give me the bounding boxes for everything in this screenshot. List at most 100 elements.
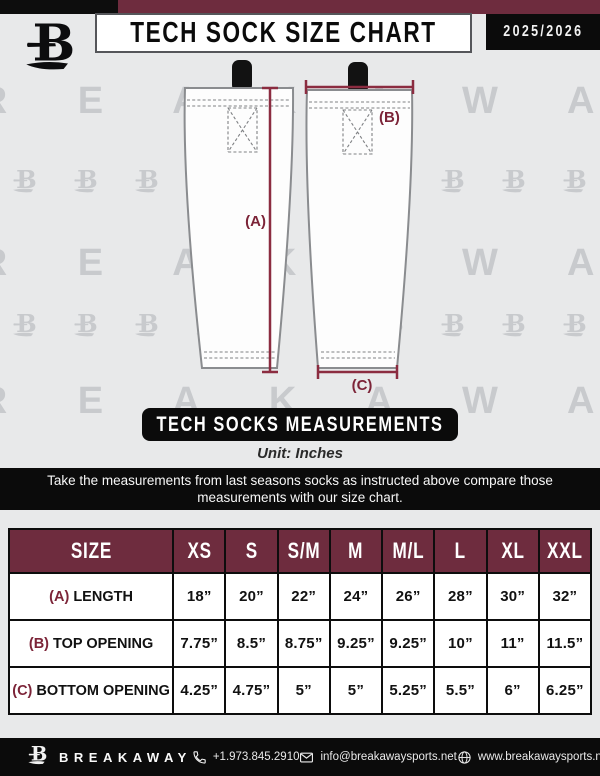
label-a: (A) [245, 213, 266, 230]
measurement-line-c [316, 365, 399, 379]
left-sock-outline [183, 87, 295, 369]
size-value-cell: 26” [381, 572, 436, 621]
header-maroon-strip [105, 0, 600, 14]
size-table-row: (C) BOTTOM OPENING 4.25” 4.75” 5” 5” 5.25” 5.5… [7, 666, 593, 715]
season-badge: 2025/2026 [486, 14, 600, 50]
row-label-text: TOP OPENING [53, 635, 154, 652]
page-title: TECH SOCK SIZE CHART [130, 16, 437, 49]
size-value-cell: 18” [172, 572, 227, 621]
left-sock-tab [232, 60, 252, 92]
size-table: SIZE XS S S/M M M/L L XL XXL (A) LENGTH 18” 20” 22”… [7, 528, 593, 715]
size-value-cell: 5.25” [381, 666, 436, 715]
size-value-cell: 7.75” [172, 619, 227, 668]
measurements-banner-text: TECH SOCKS MEASUREMENTS [156, 412, 444, 436]
footer-bar: B BREAKAWAY +1.973.845.2910 info@breakaw… [0, 738, 600, 776]
column-header-s-m: S/M [276, 528, 331, 574]
instruction-line-1: Take the measurements from last seasons … [47, 473, 553, 488]
instruction-bar: Take the measurements from last seasons … [0, 468, 600, 510]
breakaway-monogram-icon: B [13, 310, 37, 338]
footer-brand: B BREAKAWAY [26, 742, 192, 772]
measurements-banner: TECH SOCKS MEASUREMENTS [142, 408, 458, 441]
column-header-s: S [224, 528, 279, 574]
column-header-xl: XL [485, 528, 540, 574]
size-value-cell: 4.75” [224, 666, 279, 715]
email-address: info@breakawaysports.net [320, 751, 457, 763]
breakaway-monogram-icon: B [74, 166, 98, 194]
row-label-text: BOTTOM OPENING [36, 682, 170, 699]
size-value-cell: 28” [433, 572, 488, 621]
right-sock-outline [305, 89, 414, 369]
breakaway-monogram-icon: B [563, 310, 587, 338]
sock-measurement-diagram: (A) (B) (C) [183, 60, 415, 394]
breakaway-monogram-icon: B [74, 310, 98, 338]
size-value-cell: 8.75” [276, 619, 331, 668]
size-value-cell: 30” [485, 572, 540, 621]
page-title-box: TECH SOCK SIZE CHART [95, 13, 472, 53]
breakaway-monogram-icon: B [440, 166, 464, 194]
column-header-m-l: M/L [381, 528, 436, 574]
footer-brand-text: BREAKAWAY [59, 749, 192, 765]
website-url: www.breakawaysports.net [477, 751, 600, 763]
column-header-xxl: XXL [537, 528, 593, 574]
size-value-cell: 8.5” [224, 619, 279, 668]
measurement-line-b [304, 80, 415, 94]
right-sock-patch [342, 109, 373, 155]
size-value-cell: 9.25” [381, 619, 436, 668]
breakaway-monogram-icon: B [135, 166, 159, 194]
size-value-cell: 11” [485, 619, 540, 668]
row-label: (A) LENGTH [7, 572, 175, 621]
size-value-cell: 10” [433, 619, 488, 668]
label-c: (C) [352, 377, 373, 394]
size-table-header-row: SIZE XS S S/M M M/L L XL XXL [7, 528, 593, 574]
breakaway-monogram-icon: B [28, 742, 47, 765]
breakaway-monogram-icon: B [563, 166, 587, 194]
size-table-row: (A) LENGTH 18” 20” 22” 24” 26” 28” 30” 32” [7, 572, 593, 621]
globe-icon [458, 750, 471, 764]
size-value-cell: 24” [328, 572, 384, 621]
footer-phone: +1.973.845.2910 [192, 750, 300, 765]
size-value-cell: 20” [224, 572, 279, 621]
footer-email: info@breakawaysports.net [299, 750, 457, 765]
email-icon [300, 752, 314, 762]
size-value-cell: 9.25” [328, 619, 384, 668]
watermark-brand-text: B R E A K A W A Y [0, 80, 600, 122]
size-value-cell: 5” [276, 666, 331, 715]
breakaway-monogram-icon: B [26, 14, 75, 73]
size-value-cell: 11.5” [537, 619, 593, 668]
header-black-strip [0, 0, 118, 14]
breakaway-logo: B [20, 14, 82, 77]
size-table-row: (B) TOP OPENING 7.75” 8.5” 8.75” 9.25” 9.25” 1… [7, 619, 593, 668]
watermark-brand-text: B R E A K A W A Y [0, 242, 600, 284]
column-header-l: L [433, 528, 488, 574]
row-label-text: LENGTH [73, 588, 133, 605]
size-value-cell: 4.25” [172, 666, 227, 715]
size-value-cell: 32” [537, 572, 593, 621]
left-sock-patch [227, 107, 258, 153]
breakaway-monogram-icon: B [135, 310, 159, 338]
phone-icon [193, 750, 206, 764]
size-value-cell: 5.5” [433, 666, 488, 715]
footer-website: www.breakawaysports.net [457, 750, 600, 765]
measurement-line-a [262, 86, 278, 374]
breakaway-monogram-icon: B [501, 166, 526, 194]
row-label-prefix: (A) [49, 588, 70, 605]
phone-number: +1.973.845.2910 [212, 751, 300, 763]
size-value-cell: 6” [485, 666, 540, 715]
breakaway-monogram-icon: B [13, 166, 37, 194]
row-label: (B) TOP OPENING [7, 619, 175, 668]
size-value-cell: 22” [276, 572, 331, 621]
label-b: (B) [379, 109, 400, 126]
unit-note: Unit: Inches [257, 445, 343, 462]
size-value-cell: 6.25” [537, 666, 593, 715]
column-header-xs: XS [172, 528, 227, 574]
breakaway-monogram-icon: B [501, 310, 526, 338]
column-header-m: M [328, 528, 384, 574]
breakaway-logo-footer: B [26, 742, 50, 772]
column-header-size: SIZE [7, 528, 175, 574]
size-value-cell: 5” [328, 666, 384, 715]
row-label-prefix: (B) [28, 635, 50, 652]
season-label: 2025/2026 [502, 23, 584, 40]
row-label: (C) BOTTOM OPENING [7, 666, 175, 715]
